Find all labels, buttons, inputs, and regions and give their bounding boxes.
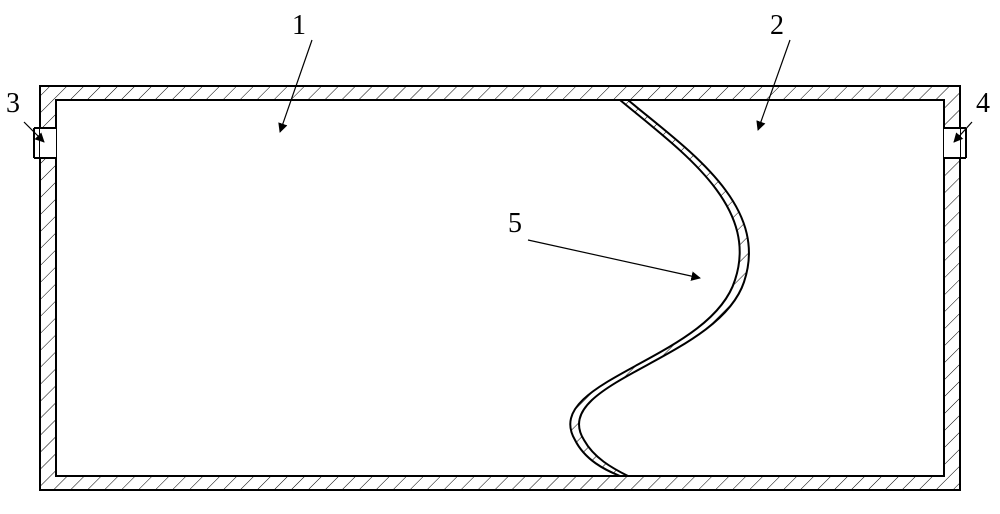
notch-right-gap — [944, 128, 960, 158]
callout-label-3: 3 — [6, 88, 20, 119]
inner-rect — [56, 100, 944, 476]
membrane-right-edge — [579, 100, 749, 476]
callout-label-4: 4 — [976, 88, 990, 119]
membrane-hatch — [570, 100, 749, 476]
callout-label-5: 5 — [508, 208, 522, 239]
callout-label-1: 1 — [292, 10, 306, 41]
callout-label-2: 2 — [770, 10, 784, 41]
notch-left-gap — [40, 128, 56, 158]
outer-rect — [40, 86, 960, 490]
wall-hatch — [40, 86, 960, 490]
diagram-canvas: 1 2 3 4 5 — [0, 0, 1000, 514]
membrane-left-edge — [570, 100, 739, 476]
leader-5 — [528, 240, 700, 278]
